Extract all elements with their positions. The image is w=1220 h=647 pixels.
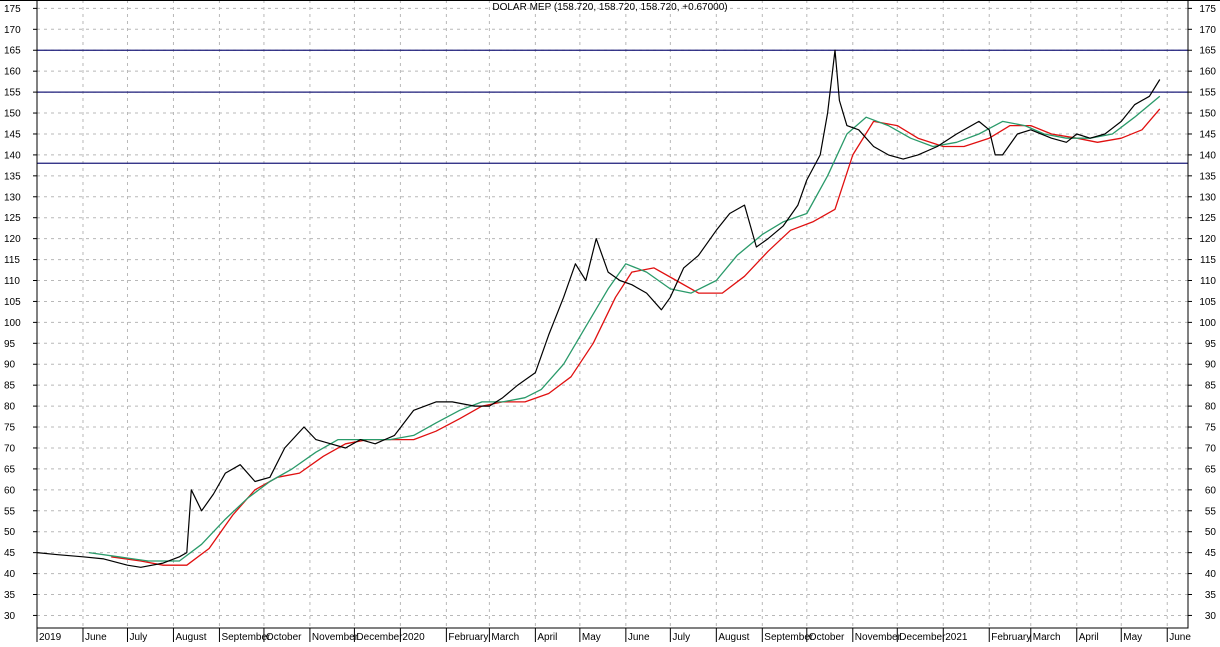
y-tick-label-left: 150	[4, 109, 21, 120]
y-tick-label-left: 40	[4, 569, 16, 580]
y-tick-label-left: 125	[4, 213, 21, 224]
y-tick-label-right: 155	[1199, 88, 1216, 99]
y-tick-label-left: 105	[4, 297, 21, 308]
y-tick-label-right: 55	[1205, 506, 1217, 517]
y-tick-label-left: 145	[4, 129, 21, 140]
x-tick-label: May	[582, 632, 601, 642]
y-tick-label-right: 110	[1200, 276, 1216, 287]
y-tick-label-right: 75	[1205, 423, 1217, 434]
y-tick-label-right: 135	[1199, 171, 1216, 182]
y-tick-label-left: 65	[4, 464, 16, 475]
y-tick-label-right: 30	[1205, 611, 1217, 622]
y-tick-label-right: 45	[1205, 548, 1217, 559]
x-tick-label: February	[991, 632, 1031, 642]
y-tick-label-left: 160	[4, 67, 21, 78]
y-tick-label-right: 115	[1200, 255, 1216, 266]
grid	[36, 0, 1188, 628]
y-tick-label-left: 130	[4, 192, 21, 203]
y-tick-label-right: 150	[1199, 109, 1216, 120]
y-tick-label-right: 175	[1199, 4, 1216, 15]
y-tick-label-left: 50	[4, 527, 16, 538]
y-tick-label-right: 90	[1205, 360, 1217, 371]
y-tick-label-left: 140	[4, 150, 21, 161]
y-tick-label-right: 65	[1205, 464, 1217, 475]
x-tick-label: June	[1169, 632, 1191, 642]
y-tick-label-left: 75	[4, 423, 16, 434]
series-line-price	[36, 49, 1161, 568]
y-tick-label-right: 140	[1199, 150, 1216, 161]
y-tick-label-right: 35	[1205, 590, 1217, 601]
x-tick-label: November	[855, 632, 902, 642]
series-line-ma-fast	[88, 95, 1161, 562]
y-tick-label-left: 35	[4, 590, 16, 601]
y-tick-label-right: 60	[1205, 485, 1217, 496]
x-tick-label: July	[129, 632, 147, 642]
x-tick-label: April	[1079, 632, 1099, 642]
y-tick-label-left: 55	[4, 506, 16, 517]
series-line-ma-slow	[111, 108, 1161, 566]
x-tick-label: December	[356, 632, 403, 642]
y-tick-label-right: 100	[1199, 318, 1216, 329]
x-tick-label: December	[899, 632, 946, 642]
y-tick-label-left: 30	[4, 611, 16, 622]
horizontal-levels	[37, 49, 1188, 164]
y-tick-label-left: 70	[4, 443, 16, 454]
y-tick-label-right: 95	[1205, 339, 1217, 350]
y-tick-label-right: 165	[1199, 46, 1216, 57]
y-tick-label-right: 40	[1205, 569, 1217, 580]
x-tick-label: August	[718, 632, 749, 642]
y-tick-label-right: 130	[1199, 192, 1216, 203]
y-tick-label-left: 60	[4, 485, 16, 496]
plot-frame	[36, 0, 1189, 629]
y-tick-label-left: 45	[4, 548, 16, 559]
y-tick-label-right: 80	[1205, 402, 1217, 413]
series-lines	[36, 49, 1161, 568]
y-tick-label-left: 90	[4, 360, 16, 371]
x-tick-label: September	[764, 632, 814, 642]
x-tick-label: 2021	[945, 632, 968, 642]
y-tick-label-right: 105	[1199, 297, 1216, 308]
y-tick-label-right: 160	[1199, 67, 1216, 78]
y-tick-label-left: 135	[4, 171, 21, 182]
x-tick-label: May	[1123, 632, 1142, 642]
y-tick-label-left: 120	[4, 234, 21, 245]
y-tick-label-right: 170	[1199, 25, 1216, 36]
x-tick-label: 2020	[402, 632, 425, 642]
y-tick-label-left: 85	[4, 381, 16, 392]
x-tick-label: September	[221, 632, 271, 642]
x-tick-label: June	[628, 632, 650, 642]
y-tick-label-right: 70	[1205, 443, 1217, 454]
y-tick-label-left: 175	[4, 4, 21, 15]
x-tick-label: 2019	[39, 632, 62, 642]
y-tick-label-right: 85	[1205, 381, 1217, 392]
x-tick-label: October	[266, 632, 302, 642]
y-tick-label-left: 155	[4, 88, 21, 99]
chart-title: DOLAR MEP (158.720, 158.720, 158.720, +0…	[492, 2, 727, 13]
y-tick-label-left: 95	[4, 339, 16, 350]
x-tick-label: November	[312, 632, 359, 642]
x-tick-label: June	[85, 632, 107, 642]
y-tick-label-left: 170	[4, 25, 21, 36]
y-tick-label-left: 110	[4, 276, 20, 287]
y-tick-label-right: 125	[1199, 213, 1216, 224]
x-tick-label: August	[175, 632, 206, 642]
x-tick-label: October	[809, 632, 845, 642]
y-tick-label-left: 165	[4, 46, 21, 57]
x-tick-label: April	[537, 632, 557, 642]
x-tick-label: March	[1033, 632, 1061, 642]
x-tick-label: February	[448, 632, 488, 642]
y-tick-label-right: 120	[1199, 234, 1216, 245]
y-tick-label-left: 115	[4, 255, 20, 266]
y-tick-label-right: 50	[1205, 527, 1217, 538]
y-tick-label-right: 145	[1199, 129, 1216, 140]
y-tick-label-left: 80	[4, 402, 16, 413]
y-tick-label-left: 100	[4, 318, 21, 329]
x-tick-label: March	[491, 632, 519, 642]
x-tick-label: July	[672, 632, 690, 642]
